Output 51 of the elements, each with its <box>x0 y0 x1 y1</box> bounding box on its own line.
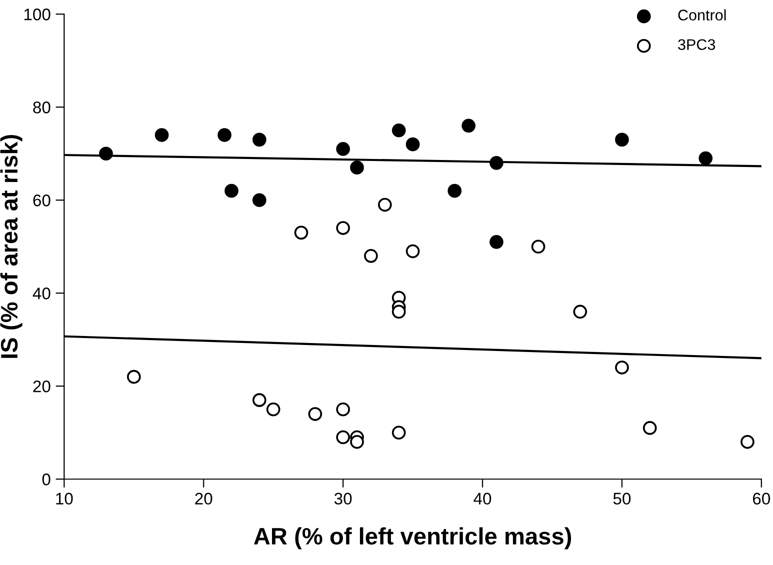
x-tick-label: 20 <box>195 492 212 505</box>
point <box>350 435 364 449</box>
point <box>378 198 392 212</box>
y-tick-label: 20 <box>33 380 50 392</box>
point <box>252 132 266 147</box>
point <box>406 244 420 258</box>
y-tick-label: 40 <box>32 288 50 300</box>
point <box>224 184 238 198</box>
point <box>308 407 322 421</box>
point <box>252 393 266 407</box>
legend-label: 3PC3 <box>678 39 716 50</box>
x-tick-label: 50 <box>613 492 631 505</box>
point <box>154 128 169 142</box>
point <box>642 421 657 435</box>
point <box>698 151 713 166</box>
y-tick-label: 0 <box>42 474 50 486</box>
point <box>336 402 350 416</box>
x-tick-label: 10 <box>56 492 73 505</box>
point <box>392 123 406 138</box>
point <box>740 435 754 449</box>
point <box>448 184 462 198</box>
y-tick-label: 60 <box>33 194 50 206</box>
point <box>406 137 420 152</box>
y-axis-title: IS (% of area at risk) <box>0 134 22 358</box>
point <box>266 402 280 416</box>
point <box>392 426 406 440</box>
point <box>252 193 266 208</box>
legend-label: Control <box>678 9 726 20</box>
y-tick-label: 80 <box>33 102 50 114</box>
point <box>392 304 406 319</box>
x-axis-title: AR (% of left ventricle mass) <box>254 527 572 550</box>
point <box>294 226 308 240</box>
point <box>531 240 546 254</box>
x-tick-label: 40 <box>474 492 492 505</box>
point <box>490 156 504 170</box>
point <box>490 235 504 249</box>
point <box>615 360 629 374</box>
point <box>126 370 141 384</box>
point <box>364 249 378 263</box>
point <box>336 221 350 235</box>
y-tick-label: 100 <box>24 8 50 20</box>
point <box>615 132 629 147</box>
point <box>218 128 232 142</box>
x-tick-label: 30 <box>334 492 352 505</box>
point <box>462 118 476 133</box>
point <box>336 142 350 156</box>
point <box>336 430 350 444</box>
x-tick-label: 60 <box>752 492 770 505</box>
point <box>99 146 113 161</box>
point <box>350 160 364 174</box>
point <box>573 304 588 319</box>
